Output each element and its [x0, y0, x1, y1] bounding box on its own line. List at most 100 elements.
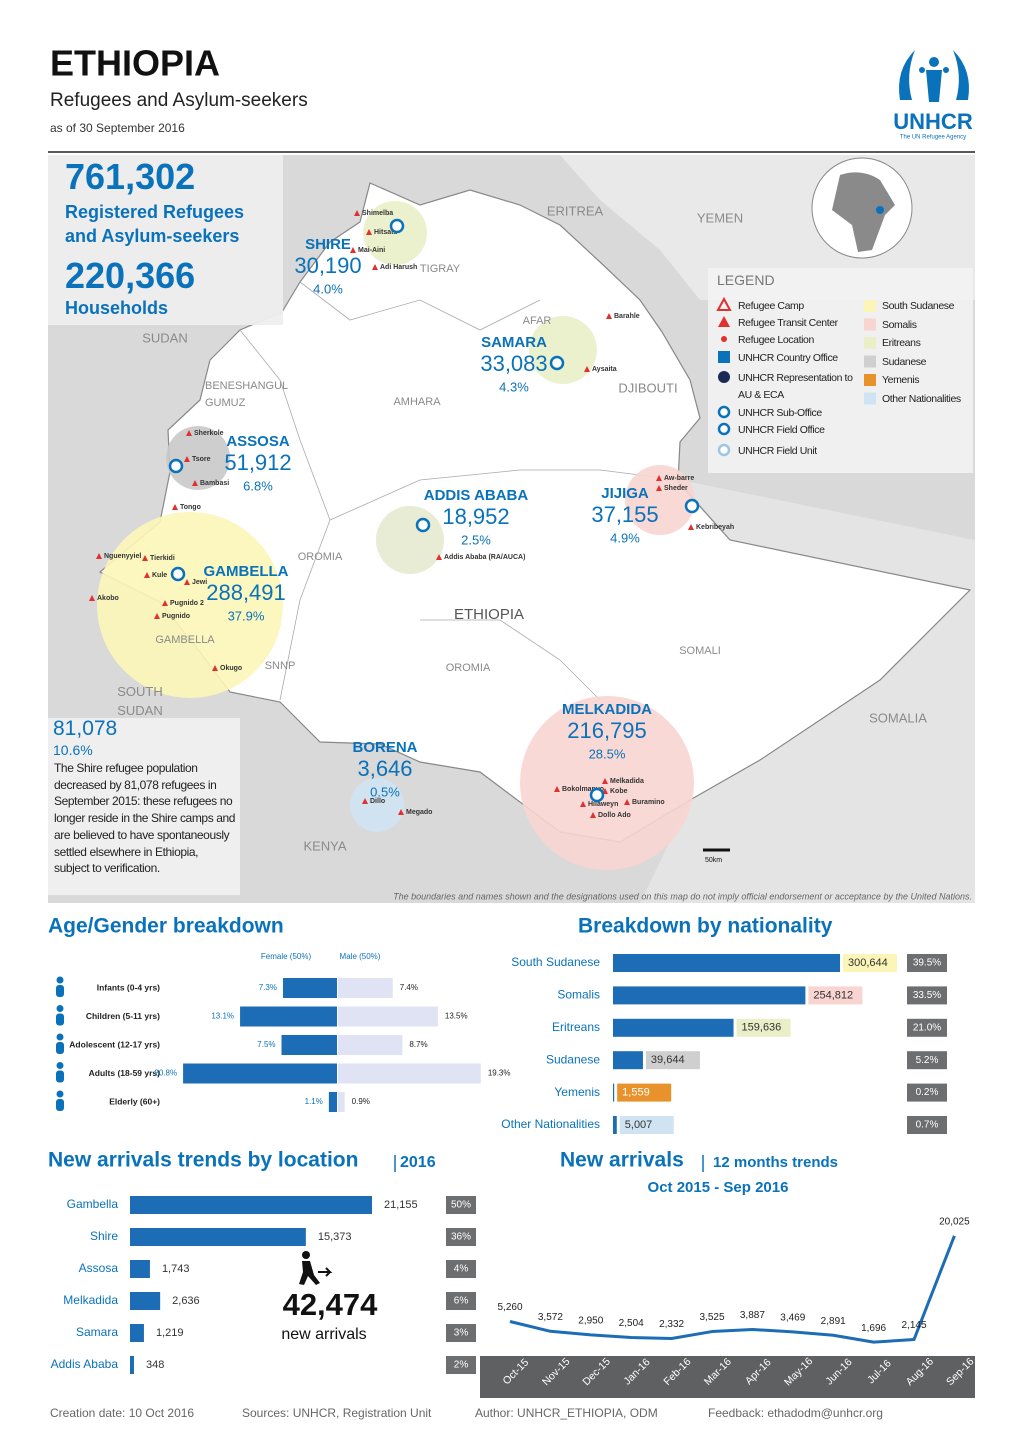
- location-name: BORENA: [352, 739, 417, 756]
- share-label: 36%: [451, 1232, 471, 1243]
- camp-label: Bambasi: [200, 480, 229, 487]
- share-label: 5.2%: [916, 1055, 939, 1066]
- bar-female: [240, 1006, 337, 1027]
- office-icon: [168, 458, 184, 474]
- share-box: [446, 1356, 476, 1374]
- bar: [613, 1083, 615, 1102]
- camp-marker: [162, 600, 168, 606]
- share-label: 21.0%: [913, 1022, 941, 1033]
- location-circle: [363, 201, 427, 265]
- bar: [613, 1018, 734, 1037]
- share-label: 33.5%: [913, 990, 941, 1001]
- legend-label: Sudanese: [882, 355, 927, 368]
- camp-marker: [436, 554, 442, 560]
- office-icon: [389, 218, 405, 234]
- value-label: 254,812: [813, 989, 853, 1001]
- value-label: 21,155: [384, 1199, 418, 1211]
- camp-marker: [602, 778, 608, 784]
- total-value: 42,474: [283, 1287, 379, 1322]
- note-share: 10.6%: [53, 742, 93, 758]
- country-label: DJIBOUTI: [618, 380, 677, 395]
- camp-label: Pugnido: [162, 613, 190, 620]
- category-label: Melkadida: [63, 1293, 118, 1307]
- region-label: GAMBELLA: [155, 634, 215, 646]
- legend-label: UNHCR Field Unit: [738, 445, 817, 457]
- legend-symbol: [717, 443, 731, 457]
- location-share: 28.5%: [589, 746, 626, 761]
- chart-title: New arrivals: [560, 1149, 684, 1172]
- location-value: 51,912: [224, 450, 291, 475]
- camp-marker: [656, 475, 662, 481]
- location-circle: [625, 465, 695, 535]
- category-label: Sudanese: [546, 1052, 600, 1066]
- legend-label: Yemenis: [882, 374, 920, 386]
- share-box: [907, 1018, 947, 1037]
- camp-label: Barahle: [614, 313, 640, 320]
- value-label: 15,373: [318, 1231, 352, 1243]
- bar: [613, 954, 840, 972]
- location-circle: [166, 426, 230, 490]
- value-label: 0.9%: [352, 1097, 370, 1106]
- value-label: 2,504: [619, 1318, 644, 1329]
- value-label: 1,696: [861, 1323, 886, 1334]
- country-label: YEMEN: [697, 210, 743, 225]
- location-share: 6.8%: [243, 478, 273, 493]
- person-icon: [56, 1013, 64, 1026]
- legend-symbol: [717, 422, 731, 436]
- camp-marker: [184, 579, 190, 585]
- person-icon: [56, 985, 64, 997]
- region-label: AFAR: [523, 315, 552, 327]
- x-axis-band: [480, 1356, 975, 1398]
- camp-marker: [362, 798, 368, 804]
- ethiopia-locator: [876, 206, 884, 214]
- share-box: [446, 1228, 476, 1246]
- note-value: 81,078: [53, 717, 118, 740]
- chart-subtitle: Oct 2015 - Sep 2016: [648, 1179, 789, 1196]
- camp-marker: [186, 430, 192, 436]
- camp-marker: [372, 264, 378, 270]
- camp-marker: [554, 786, 560, 792]
- camp-label: Okugo: [220, 665, 242, 672]
- location-share: 4.0%: [313, 281, 343, 296]
- bar: [130, 1324, 144, 1342]
- share-box: [907, 1083, 947, 1102]
- camp-label: Pugnido 2: [170, 600, 204, 607]
- value-label-box: [843, 954, 897, 972]
- office-icon: [170, 566, 186, 582]
- bar-female: [281, 1035, 337, 1055]
- value-label: 1,743: [162, 1263, 190, 1275]
- value-label: 2,891: [821, 1316, 846, 1327]
- total-label: new arrivals: [281, 1326, 366, 1343]
- office-icon: [549, 355, 565, 371]
- value-label: 19.3%: [488, 1069, 511, 1078]
- location-value: 288,491: [206, 580, 286, 605]
- person-icon: [56, 1005, 64, 1012]
- location-share: 2.5%: [461, 532, 491, 547]
- value-label: 8.7%: [409, 1040, 427, 1049]
- value-label: 3,887: [740, 1310, 765, 1321]
- legend-label: South Sudanese: [882, 300, 955, 312]
- bar-female: [328, 1092, 337, 1112]
- category-label: Adolescent (12-17 yrs): [69, 1039, 160, 1049]
- region-label: SNNP: [265, 660, 296, 672]
- category-label: Elderly (60+): [109, 1096, 160, 1106]
- category-label: Addis Ababa: [51, 1357, 119, 1371]
- value-label: 7.5%: [257, 1040, 275, 1049]
- camp-marker: [144, 572, 150, 578]
- value-label: 5,007: [625, 1119, 653, 1131]
- person-icon: [56, 976, 64, 984]
- value-label: 13.1%: [211, 1012, 234, 1021]
- person-icon: [56, 1070, 64, 1083]
- camp-marker: [398, 809, 404, 815]
- region-label: AMHARA: [393, 396, 441, 408]
- camp-marker: [366, 229, 372, 235]
- category-label: Adults (18-59 yrs): [89, 1068, 160, 1078]
- value-label: 3,525: [699, 1312, 724, 1323]
- value-label: 2,332: [659, 1319, 684, 1330]
- location-value: 216,795: [567, 718, 647, 743]
- camp-label: Sheder: [664, 485, 688, 492]
- bar: [130, 1356, 134, 1374]
- footer-sources: Sources: UNHCR, Registration Unit: [242, 1406, 432, 1420]
- legend-swatch: [864, 392, 876, 405]
- country-label: KENYA: [303, 838, 346, 853]
